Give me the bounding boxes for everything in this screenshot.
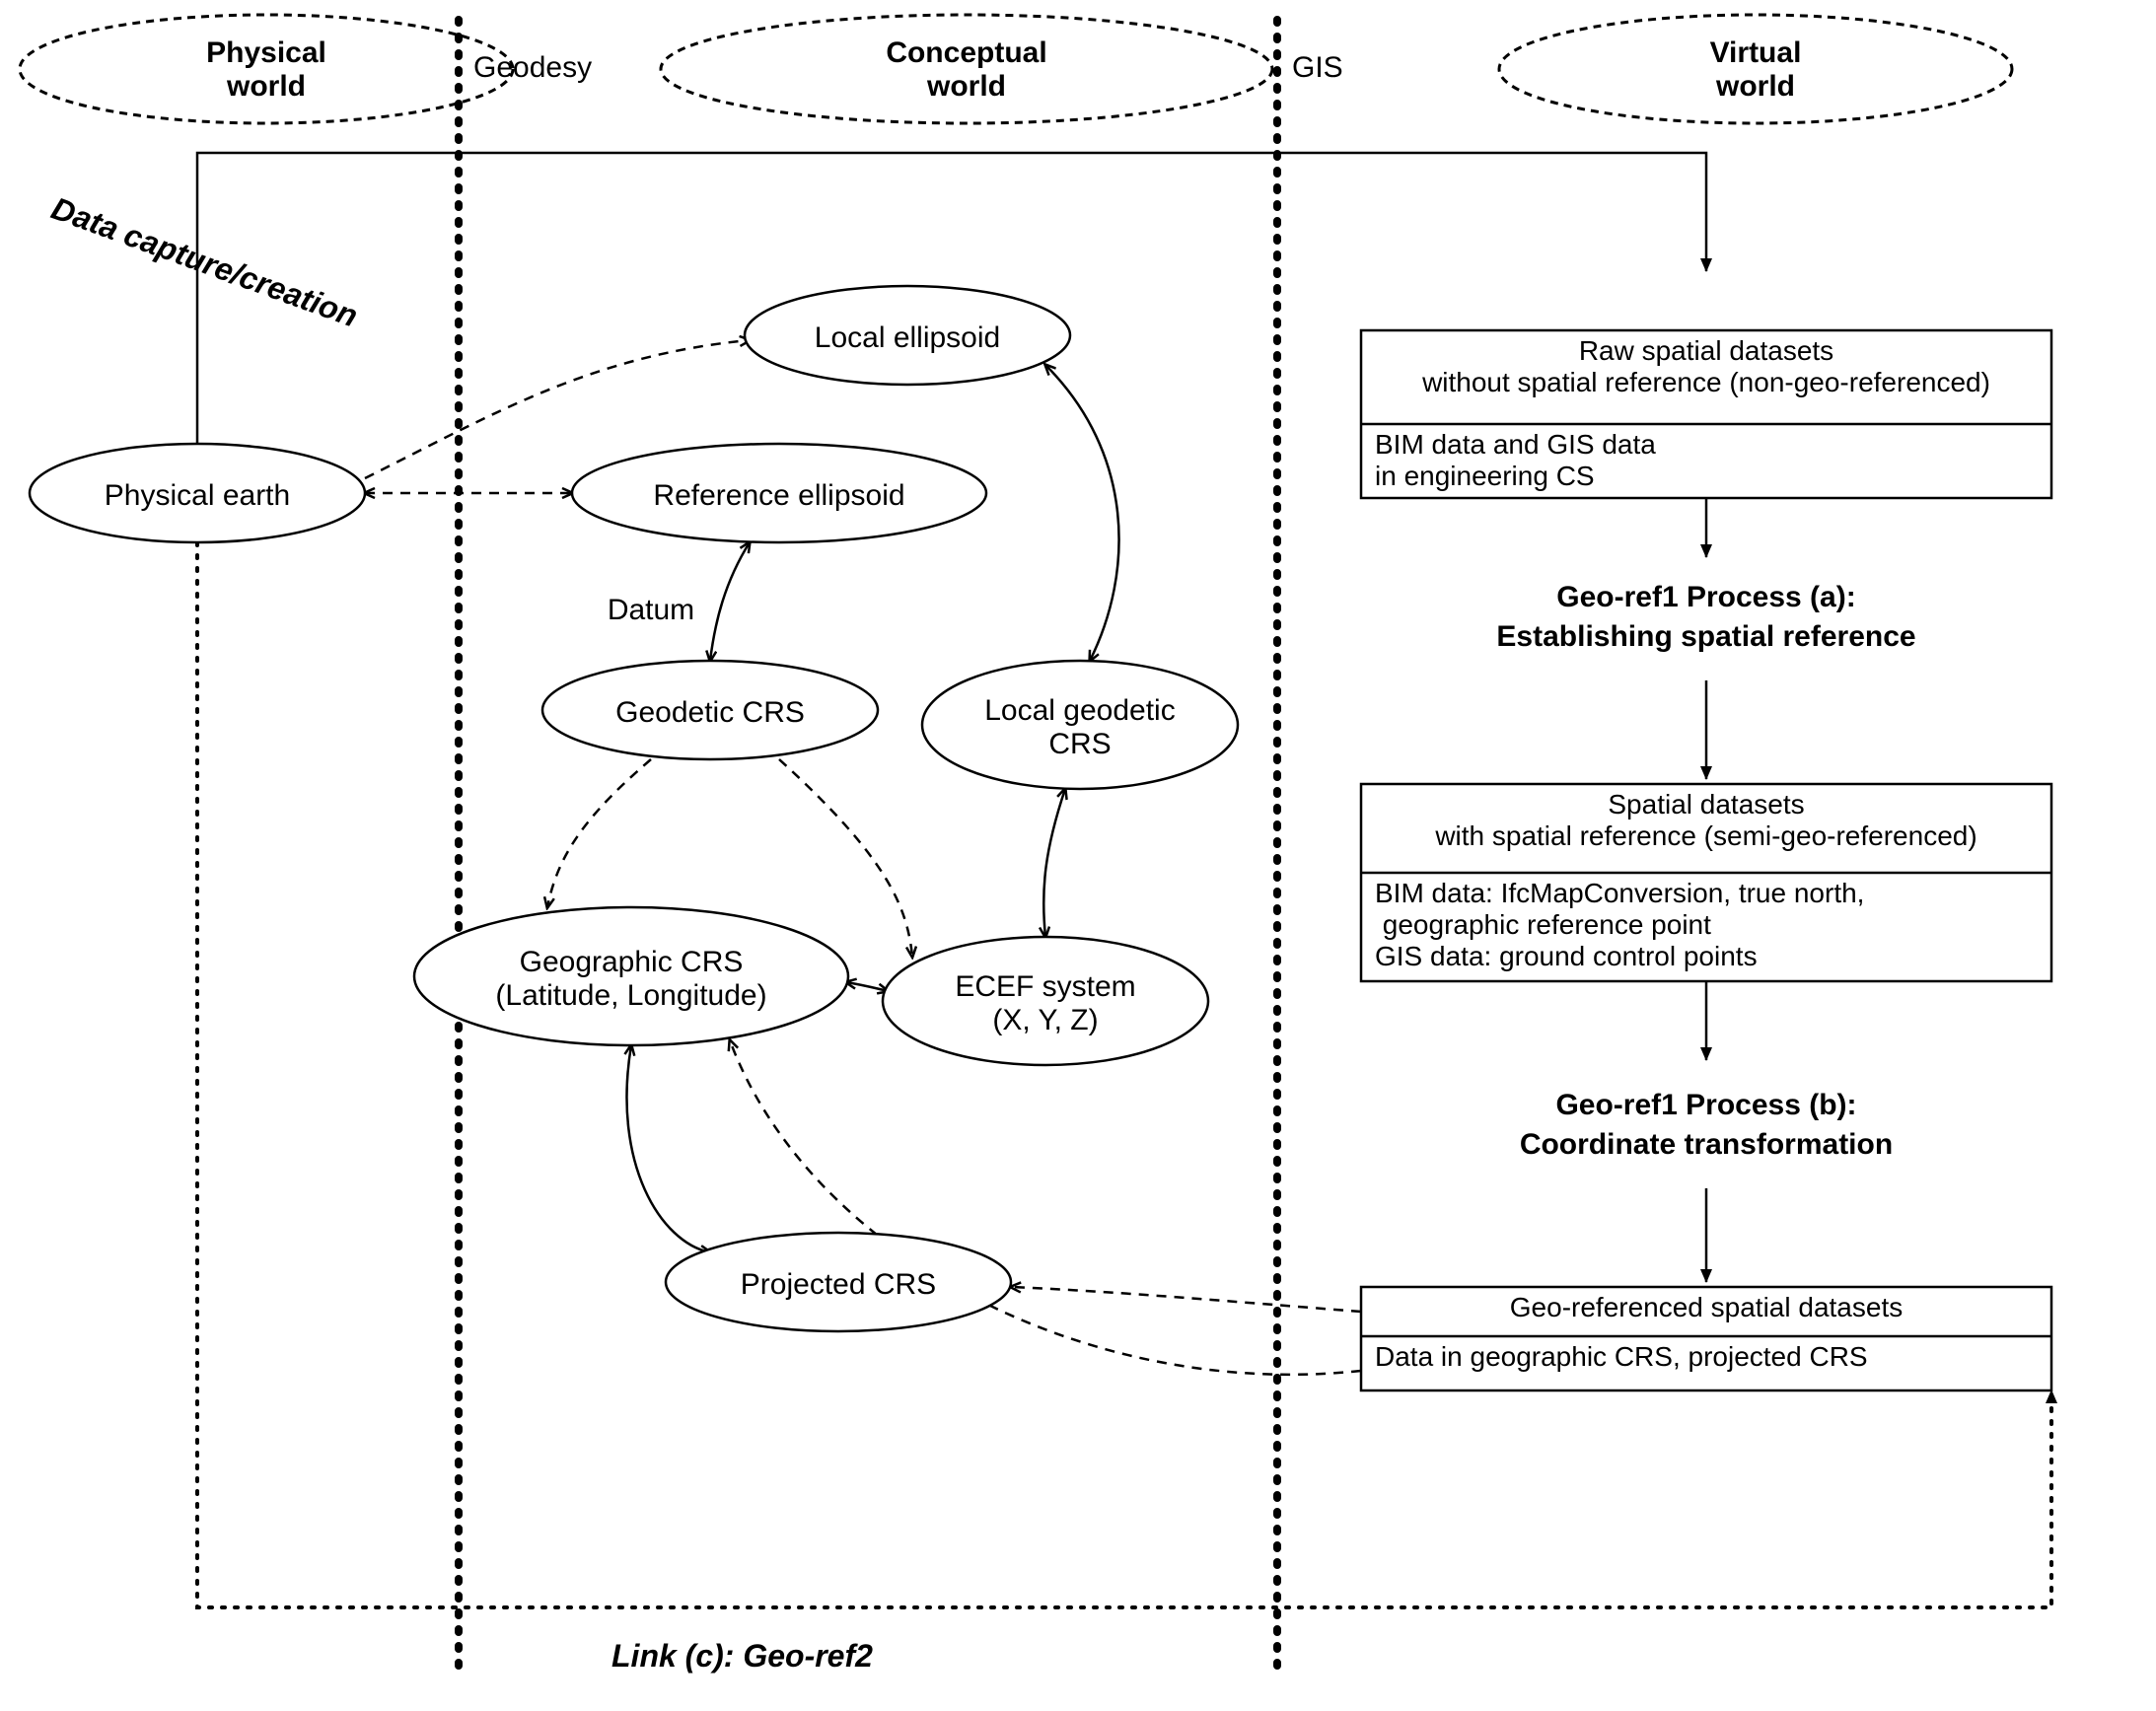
node-projected-crs-label: Projected CRS (741, 1268, 936, 1301)
node-reference-ellipsoid-label: Reference ellipsoid (653, 479, 904, 512)
box-box3-body: Data in geographic CRS, projected CRS (1375, 1341, 1868, 1372)
label-datum: Datum (608, 594, 694, 626)
edge-e-le-lgc (1045, 365, 1119, 661)
label-link-c: Link (c): Geo-ref2 (611, 1638, 873, 1674)
edge-e-box3-proj (1011, 1287, 1361, 1312)
edge-e-ecef-geo (846, 982, 888, 991)
header-physical-world-label: Physicalworld (206, 36, 326, 103)
header-virtual-world-label: Virtualworld (1710, 36, 1802, 103)
box-box3-title: Geo-referenced spatial datasets (1510, 1292, 1903, 1322)
geodesy-label: Geodesy (473, 51, 592, 84)
node-physical-earth-label: Physical earth (105, 479, 290, 512)
node-geographic-crs-label: Geographic CRS(Latitude, Longitude) (495, 946, 766, 1012)
proc-b: Geo-ref1 Process (b):Coordinate transfor… (1520, 1089, 1893, 1161)
edge-e-re-gc-datum (710, 542, 750, 661)
gis-label: GIS (1292, 51, 1343, 84)
edge-e-geo-proj (626, 1045, 710, 1252)
proc-a: Geo-ref1 Process (a):Establishing spatia… (1496, 581, 1915, 653)
edge-e-top (197, 153, 1706, 271)
node-geodetic-crs-label: Geodetic CRS (615, 696, 805, 729)
node-local-ellipsoid-label: Local ellipsoid (815, 321, 1000, 354)
edge-e-gc-ecef (779, 759, 912, 957)
header-conceptual-world-label: Conceptualworld (886, 36, 1046, 103)
edge-e-gc-geo (547, 759, 651, 907)
edge-e-lgc-ecef (1043, 789, 1065, 937)
label-data-capture: Data capture/creation (47, 190, 363, 334)
